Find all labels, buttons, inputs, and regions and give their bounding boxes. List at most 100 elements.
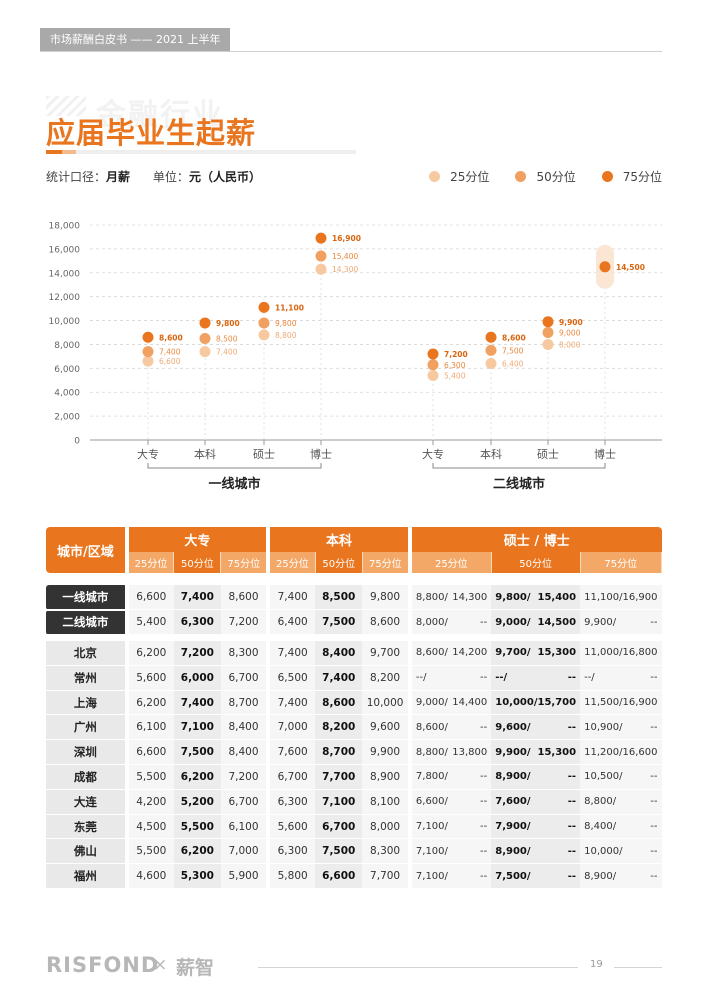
table-value: 6,100 (126, 714, 174, 741)
x-tick-label: 硕士 (537, 448, 559, 461)
x-tick-label: 博士 (594, 448, 616, 461)
table-value: 7,600 (268, 739, 316, 766)
value-pair: 7,800/ -- (416, 771, 487, 782)
data-point (315, 250, 327, 262)
doctor-value: -- (480, 821, 488, 833)
table-row-city: 北京 (46, 640, 129, 666)
doctor-value: -- (480, 721, 488, 733)
value-pair: 7,900/ -- (495, 821, 576, 832)
doctor-value: -- (650, 616, 658, 628)
table-value-pair: 11,500/16,900 (580, 690, 662, 716)
table-value: 6,300 (268, 838, 316, 865)
xinzhi-logo: 薪智 (176, 957, 215, 979)
value-pair: 9,700/15,300 (495, 647, 576, 658)
data-label: 6,300 (444, 361, 466, 370)
table-value-pair: 10,500/ -- (580, 764, 662, 790)
document-header-tag: 市场薪酬白皮书 —— 2021 上半年 (40, 28, 231, 52)
doctor-value: -- (567, 845, 577, 857)
x-tick-label: 本科 (194, 447, 216, 461)
table-value: 6,200 (126, 640, 174, 666)
table-value-pair: 9,900/ -- (580, 609, 662, 636)
data-label: 8,600 (502, 333, 526, 342)
data-point (315, 263, 327, 275)
master-value: --/ (415, 672, 427, 684)
table-value-pair: 9,600/ -- (491, 714, 581, 741)
header-divider (40, 51, 662, 52)
legend-item-p75: 75分位 (601, 168, 662, 185)
table-value: 8,400 (315, 640, 363, 666)
table-value-pair: 8,600/ -- (409, 714, 492, 741)
table-value: 8,200 (362, 665, 412, 691)
data-label: 7,400 (216, 348, 238, 357)
y-tick-label: 10,000 (49, 317, 81, 327)
doctor-value: 16,800 (622, 647, 658, 659)
x-tick-label: 大专 (422, 447, 444, 461)
table-row-city: 二线城市 (46, 609, 129, 636)
table-value: 6,700 (220, 665, 271, 691)
table-value: 5,500 (126, 764, 174, 790)
data-point (485, 344, 497, 356)
table-subheader: 25分位 (409, 551, 492, 573)
master-value: 7,800/ (415, 771, 448, 783)
value-pair: --/ -- (495, 672, 576, 683)
table-value: 8,300 (362, 838, 412, 865)
y-tick-label: 6,000 (54, 365, 80, 375)
data-label: 9,000 (559, 329, 581, 338)
table-value: 7,400 (268, 690, 316, 716)
title-hatch-decoration (46, 96, 86, 116)
table-value: 4,500 (126, 814, 174, 840)
master-value: 8,600/ (415, 647, 448, 659)
table-value-pair: 9,900/15,300 (491, 739, 581, 766)
group-label: 二线城市 (493, 476, 545, 492)
table-value: 8,700 (315, 739, 363, 766)
data-point (315, 232, 327, 244)
table-value: 5,500 (126, 838, 174, 865)
table-value-pair: --/ -- (491, 665, 581, 691)
table-value-pair: 8,900/ -- (491, 838, 581, 865)
doctor-value: -- (567, 672, 577, 684)
doctor-value: -- (650, 845, 658, 857)
value-pair: 7,600/ -- (495, 796, 576, 807)
doctor-value: -- (480, 845, 488, 857)
master-value: 7,100/ (415, 870, 448, 882)
table-subheader: 75分位 (362, 551, 412, 573)
master-value: 7,100/ (415, 845, 448, 857)
table-row-city: 上海 (46, 690, 129, 716)
page-title: 应届毕业生起薪 (46, 116, 257, 150)
table-value: 8,900 (362, 764, 412, 790)
table-value: 10,000 (362, 690, 412, 716)
table-value-pair: 9,700/15,300 (491, 640, 581, 666)
doctor-value: -- (650, 721, 658, 733)
master-value: 8,900/ (495, 771, 531, 783)
value-pair: 8,000/ -- (416, 617, 487, 628)
value-pair: 11,200/16,600 (584, 747, 657, 758)
table-subheader: 50分位 (491, 551, 581, 573)
table-group-header: 本科 (268, 527, 412, 552)
value-pair: 8,900/ -- (584, 871, 657, 882)
value-pair: 7,100/ -- (416, 846, 487, 857)
doctor-value: 14,300 (452, 591, 488, 603)
table-value: 7,400 (173, 585, 221, 611)
table-value: 9,900 (362, 739, 412, 766)
table-value-pair: 8,600/14,200 (409, 640, 492, 666)
table-value-pair: 8,400/ -- (580, 814, 662, 840)
data-label: 6,400 (502, 360, 524, 369)
doctor-value: -- (567, 796, 577, 808)
data-label: 14,300 (332, 265, 358, 274)
data-label: 7,400 (159, 348, 181, 357)
table-value: 8,600 (220, 585, 271, 611)
doctor-value: -- (480, 796, 488, 808)
table-value: 7,400 (268, 640, 316, 666)
table-value: 7,700 (315, 764, 363, 790)
master-value: 9,900/ (584, 616, 617, 628)
y-tick-label: 14,000 (49, 269, 81, 279)
table-value-pair: 10,000/ -- (580, 838, 662, 865)
value-pair: 9,900/ -- (584, 617, 657, 628)
data-label: 14,500 (616, 263, 645, 272)
value-pair: 8,800/14,300 (416, 592, 487, 603)
data-point (542, 327, 554, 338)
table-row: 上海 6,200 7,400 8,700 7,400 8,600 10,000 9,000/1… (46, 690, 662, 716)
table-value-pair: 7,100/ -- (409, 838, 492, 865)
legend-label-p50: 50分位 (536, 170, 576, 184)
doctor-value: 15,700 (537, 697, 577, 709)
